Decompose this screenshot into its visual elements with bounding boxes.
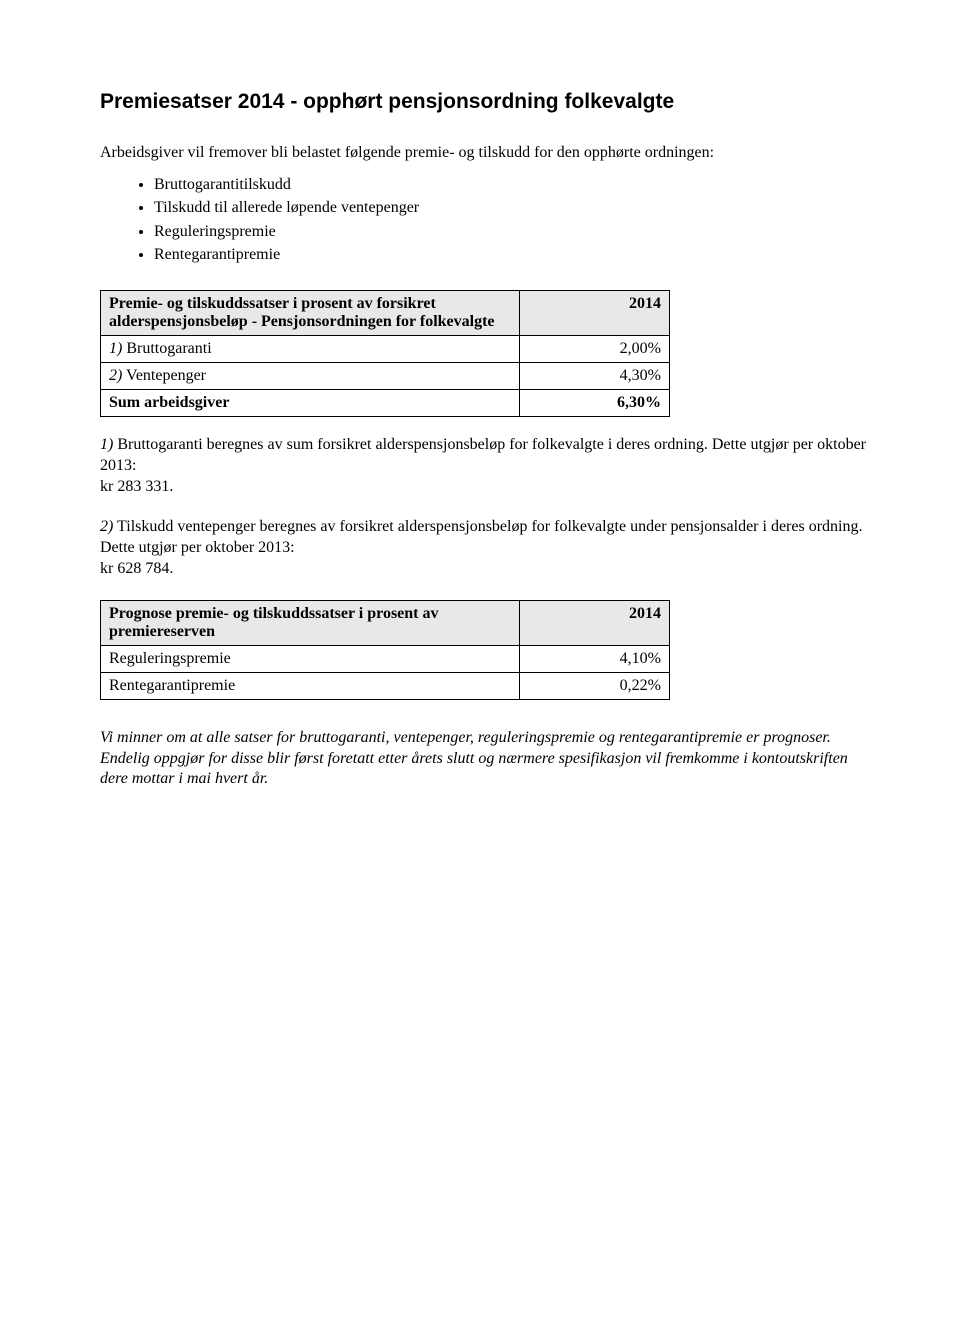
- table-row: Rentegarantipremie 0,22%: [101, 672, 670, 699]
- row-label: Ventepenger: [126, 367, 206, 384]
- row-value: 4,30%: [520, 362, 670, 389]
- row-value: 4,10%: [520, 645, 670, 672]
- disclaimer-paragraph: Vi minner om at alle satser for bruttoga…: [100, 728, 870, 790]
- footnote-num: 1): [100, 436, 113, 453]
- bullet-list: Bruttogarantitilskudd Tilskudd til aller…: [100, 174, 870, 266]
- table-row: Reguleringspremie 4,10%: [101, 645, 670, 672]
- footnote-1: 1) Bruttogaranti beregnes av sum forsikr…: [100, 435, 870, 497]
- footnote-2: 2) Tilskudd ventepenger beregnes av fors…: [100, 517, 870, 579]
- list-item: Reguleringspremie: [154, 221, 870, 243]
- page-title: Premiesatser 2014 - opphørt pensjonsordn…: [100, 90, 870, 114]
- rates-table-1: Premie- og tilskuddssatser i prosent av …: [100, 290, 670, 417]
- row-label: Reguleringspremie: [101, 645, 520, 672]
- table2-header-left: Prognose premie- og tilskuddssatser i pr…: [101, 600, 520, 645]
- table2-header-year: 2014: [520, 600, 670, 645]
- table-row: 1) Bruttogaranti 2,00%: [101, 335, 670, 362]
- table1-header-year: 2014: [520, 290, 670, 335]
- table-row: Sum arbeidsgiver 6,30%: [101, 389, 670, 416]
- footnote-text: Bruttogaranti beregnes av sum forsikret …: [100, 436, 866, 474]
- table1-header-left: Premie- og tilskuddssatser i prosent av …: [101, 290, 520, 335]
- row-label: Sum arbeidsgiver: [101, 389, 520, 416]
- list-item: Rentegarantipremie: [154, 244, 870, 266]
- row-value: 6,30%: [520, 389, 670, 416]
- footnote-num: 2): [100, 518, 113, 535]
- footnote-text: Tilskudd ventepenger beregnes av forsikr…: [100, 518, 862, 556]
- list-item: Tilskudd til allerede løpende ventepenge…: [154, 197, 870, 219]
- rates-table-2: Prognose premie- og tilskuddssatser i pr…: [100, 600, 670, 700]
- row-value: 2,00%: [520, 335, 670, 362]
- list-item: Bruttogarantitilskudd: [154, 174, 870, 196]
- intro-paragraph: Arbeidsgiver vil fremover bli belastet f…: [100, 142, 870, 164]
- footnote-amount: kr 283 331.: [100, 478, 173, 495]
- row-label: Bruttogaranti: [126, 340, 211, 357]
- row-label: Rentegarantipremie: [101, 672, 520, 699]
- document-page: Premiesatser 2014 - opphørt pensjonsordn…: [0, 0, 960, 850]
- row-num: 2): [109, 367, 122, 384]
- footnote-amount: kr 628 784.: [100, 560, 173, 577]
- table-row: 2) Ventepenger 4,30%: [101, 362, 670, 389]
- row-num: 1): [109, 340, 122, 357]
- row-value: 0,22%: [520, 672, 670, 699]
